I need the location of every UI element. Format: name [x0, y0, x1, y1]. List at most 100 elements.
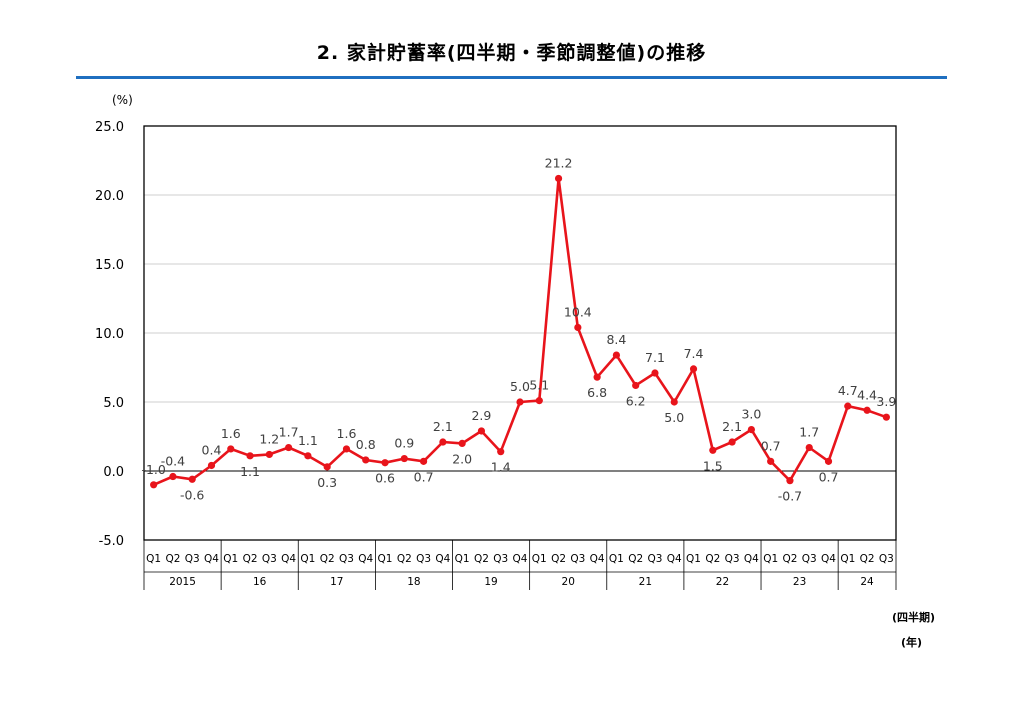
data-label: 7.4 — [684, 346, 704, 361]
data-point — [400, 454, 408, 463]
data-point — [805, 443, 813, 452]
y-tick-label: 10.0 — [95, 327, 124, 342]
data-point — [844, 402, 852, 410]
data-label: 1.1 — [298, 433, 318, 448]
data-label: 0.3 — [317, 475, 337, 490]
data-point — [574, 323, 582, 332]
x-tick-label-year: 20 — [562, 576, 575, 588]
x-tick-label-quarter: Q3 — [570, 553, 585, 565]
x-tick-label-quarter: Q2 — [782, 553, 797, 565]
data-point — [285, 443, 293, 452]
page-title: 2. 家計貯蓄率(四半期・季節調整値)の推移 — [316, 42, 707, 64]
data-label: 2.1 — [722, 419, 742, 434]
x-tick-label-quarter: Q1 — [223, 553, 238, 565]
data-label: 0.9 — [394, 436, 414, 451]
data-label: 5.1 — [529, 378, 549, 393]
x-tick-label-quarter: Q2 — [165, 553, 180, 565]
data-point — [458, 439, 466, 447]
data-label: 5.0 — [510, 379, 530, 394]
x-tick-label-quarter: Q4 — [281, 553, 296, 565]
x-tick-label-quarter: Q4 — [204, 553, 219, 565]
x-tick-label-year: 19 — [484, 576, 497, 588]
data-point — [747, 426, 755, 434]
x-tick-label-quarter: Q3 — [185, 553, 200, 565]
data-point — [169, 472, 177, 481]
data-label: 3.9 — [876, 394, 896, 409]
data-point — [419, 457, 428, 465]
data-point — [246, 452, 254, 460]
data-label: -0.4 — [161, 454, 185, 469]
x-tick-label-quarter: Q3 — [647, 553, 662, 565]
y-tick-label: 15.0 — [95, 258, 124, 273]
data-label: 6.2 — [626, 393, 646, 408]
data-label: 1.4 — [491, 460, 511, 475]
x-tick-label-quarter: Q3 — [262, 553, 277, 565]
x-tick-label-quarter: Q2 — [243, 553, 258, 565]
x-tick-label-quarter: Q3 — [879, 553, 894, 565]
data-point — [651, 369, 659, 377]
x-tick-label-year: 23 — [793, 576, 806, 588]
data-label: 2.9 — [471, 408, 491, 423]
data-label: 7.1 — [645, 350, 665, 365]
data-label: 0.7 — [414, 469, 434, 484]
data-label: 4.7 — [838, 383, 858, 398]
data-point — [227, 445, 235, 453]
x-tick-label-year: 16 — [253, 576, 267, 588]
data-point — [516, 398, 524, 406]
x-tick-label-quarter: Q3 — [802, 553, 817, 565]
x-tick-label-year: 22 — [716, 576, 729, 588]
x-tick-label-quarter: Q2 — [474, 553, 489, 565]
data-point — [670, 398, 678, 406]
data-point — [497, 448, 505, 456]
data-label: 0.8 — [356, 437, 376, 452]
x-tick-label-quarter: Q4 — [667, 553, 682, 565]
data-label: 2.0 — [452, 451, 472, 466]
data-point — [535, 397, 543, 405]
data-label: 0.7 — [761, 438, 781, 453]
x-tick-label-quarter: Q2 — [397, 553, 412, 565]
data-label: 1.6 — [337, 426, 357, 441]
x-tick-label-quarter: Q1 — [146, 553, 161, 565]
x-tick-label-year: 24 — [860, 576, 874, 588]
x-tick-label-quarter: Q1 — [532, 553, 547, 565]
x-tick-label-quarter: Q4 — [435, 553, 450, 565]
plot-area-frame — [143, 125, 897, 541]
data-label: 3.0 — [741, 407, 761, 422]
x-axis-unit-year: (年) — [900, 636, 922, 649]
data-label: -1.0 — [141, 462, 165, 477]
data-point — [342, 445, 351, 453]
x-tick-label-quarter: Q3 — [493, 553, 508, 565]
x-axis-unit-quarter: (四半期) — [891, 611, 935, 624]
data-point — [786, 477, 794, 485]
data-label: 0.4 — [202, 442, 222, 457]
data-label: 10.4 — [564, 304, 592, 319]
data-point — [477, 427, 486, 435]
data-point — [593, 373, 601, 381]
data-label: 0.7 — [819, 469, 839, 484]
data-point — [381, 459, 389, 467]
title-underline — [76, 76, 947, 79]
y-tick-label: 0.0 — [103, 465, 124, 480]
data-label: 1.7 — [799, 425, 819, 440]
data-point — [150, 481, 158, 489]
data-label: 4.4 — [857, 387, 877, 402]
x-tick-label-quarter: Q1 — [609, 553, 624, 565]
data-point — [709, 446, 717, 454]
data-point — [689, 365, 698, 373]
data-point — [188, 475, 196, 483]
x-tick-label-quarter: Q4 — [821, 553, 836, 565]
y-tick-label: 25.0 — [95, 120, 124, 135]
data-label: 1.5 — [703, 458, 723, 473]
x-tick-label-quarter: Q1 — [763, 553, 778, 565]
x-tick-label-quarter: Q4 — [744, 553, 759, 565]
x-tick-label-quarter: Q2 — [860, 553, 875, 565]
x-tick-label-quarter: Q2 — [551, 553, 566, 565]
x-tick-label-quarter: Q1 — [840, 553, 855, 565]
y-tick-label: -5.0 — [99, 534, 124, 549]
data-label: 2.1 — [433, 419, 453, 434]
y-tick-label: 5.0 — [103, 396, 124, 411]
x-tick-label-quarter: Q1 — [378, 553, 393, 565]
x-tick-label-quarter: Q2 — [705, 553, 720, 565]
x-tick-label-year: 2015 — [169, 576, 196, 588]
data-label: 1.2 — [259, 431, 279, 446]
